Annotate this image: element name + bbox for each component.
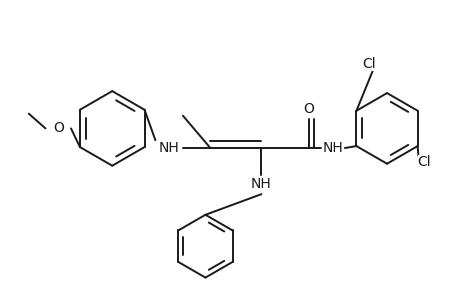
Text: Cl: Cl [362,57,375,70]
Text: O: O [53,122,63,135]
Text: NH: NH [322,141,343,155]
Text: NH: NH [158,141,179,155]
Text: Cl: Cl [417,155,430,169]
Text: O: O [302,102,313,116]
Text: NH: NH [251,177,271,191]
